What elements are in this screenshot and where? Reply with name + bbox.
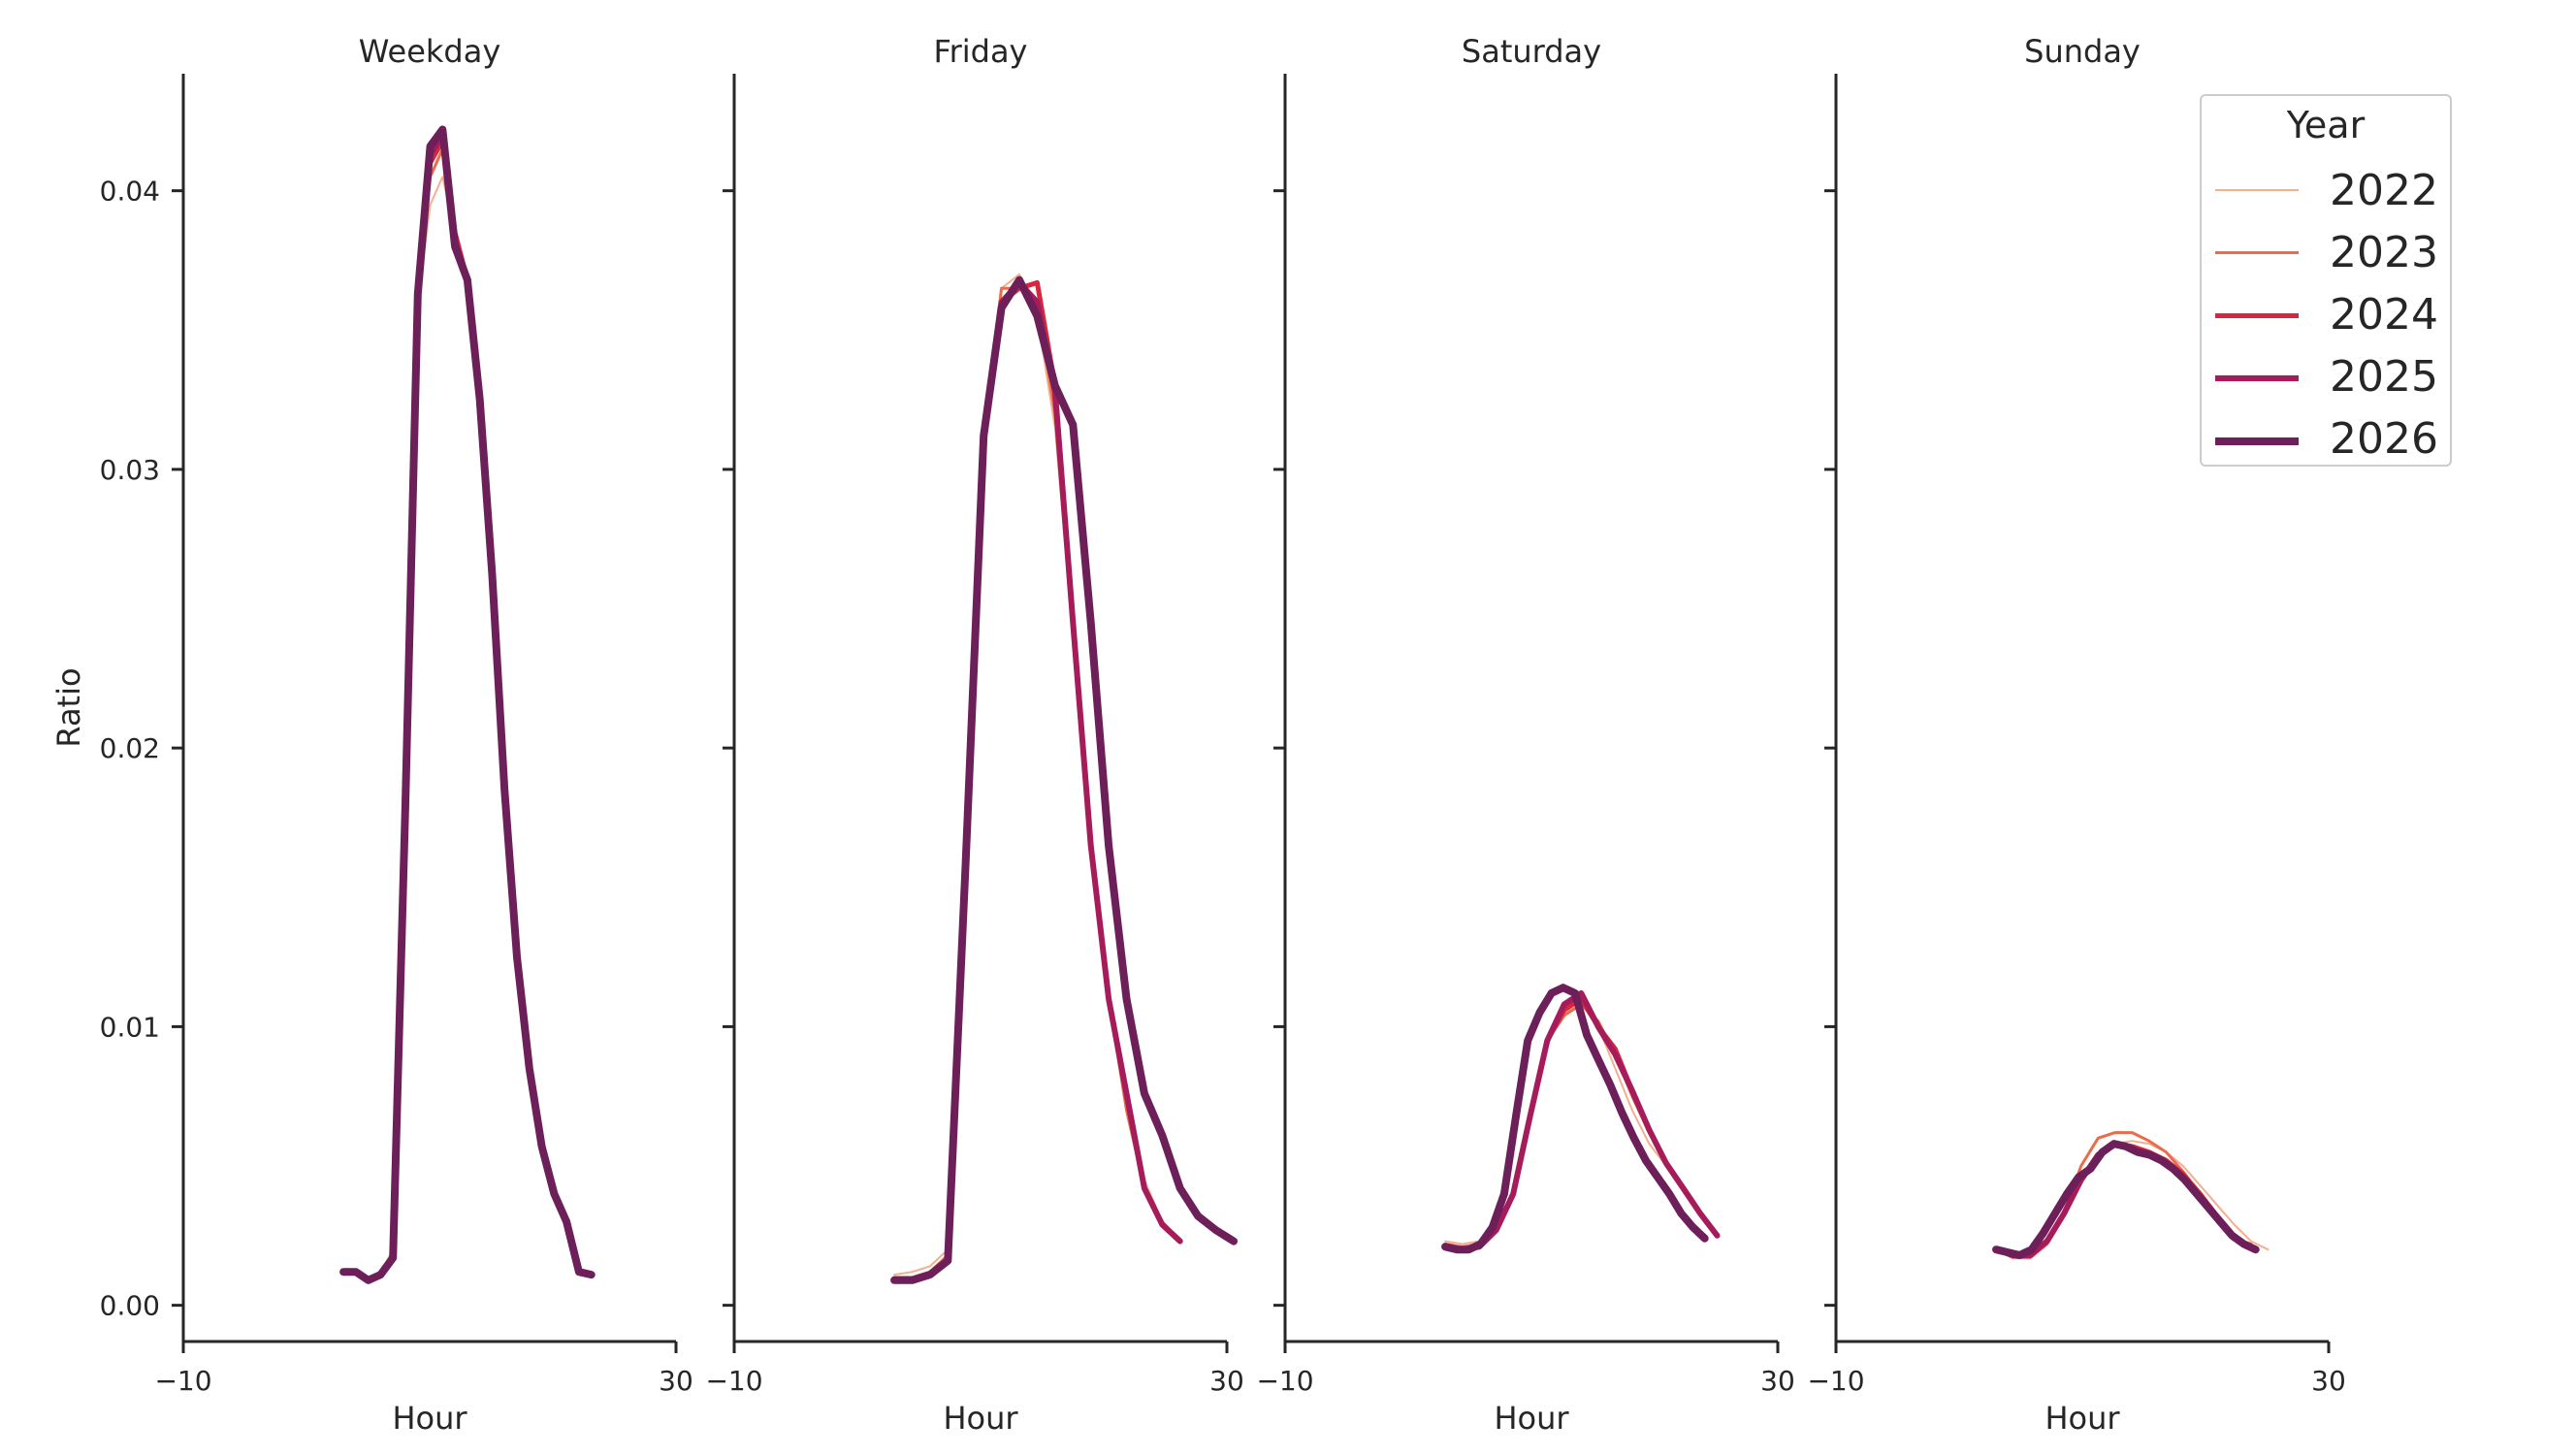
legend-label: 2026	[2330, 414, 2438, 464]
legend-swatch	[2215, 313, 2299, 318]
x-axis-label: Hour	[1494, 1400, 1569, 1437]
series-line-saturday-2026	[1441, 984, 1709, 1254]
x-tick-label: 30	[1760, 1365, 1795, 1397]
x-tick-label: −10	[705, 1365, 762, 1397]
legend-title: Year	[2286, 104, 2366, 146]
legend-item-2026: 2026	[2215, 410, 2448, 469]
panel-title-sunday: Sunday	[2024, 33, 2141, 70]
legend-label: 2023	[2330, 228, 2438, 277]
x-tick-label: 30	[659, 1365, 693, 1397]
x-axis-label: Hour	[943, 1400, 1018, 1437]
x-tick-label: 30	[2311, 1365, 2346, 1397]
series-line-weekday-2023	[341, 147, 594, 1282]
y-tick-label: 0.04	[100, 176, 160, 208]
series-line-sunday-2026	[1992, 1140, 2260, 1259]
series-line-friday-2023	[892, 286, 1182, 1279]
legend-item-2024: 2024	[2215, 286, 2448, 344]
series-line-friday-2024	[891, 279, 1183, 1283]
panel-title-weekday: Weekday	[359, 33, 501, 70]
y-tick-label: 0.00	[100, 1290, 160, 1322]
legend-label: 2025	[2330, 352, 2438, 402]
y-tick-label: 0.03	[100, 454, 160, 486]
legend-swatch	[2215, 437, 2299, 445]
legend-item-2022: 2022	[2215, 162, 2448, 220]
legend-label: 2022	[2330, 166, 2438, 215]
x-axis-label: Hour	[392, 1400, 467, 1437]
y-tick-label: 0.02	[100, 732, 160, 764]
panel-title-friday: Friday	[934, 33, 1028, 70]
x-tick-label: −10	[154, 1365, 211, 1397]
legend-swatch	[2215, 251, 2299, 254]
panel-title-saturday: Saturday	[1462, 33, 1601, 70]
series-line-friday-2025	[891, 279, 1183, 1283]
legend-item-2025: 2025	[2215, 348, 2448, 406]
series-line-friday-2022	[893, 273, 1181, 1277]
legend-label: 2024	[2330, 290, 2438, 340]
series-line-weekday-2022	[342, 176, 593, 1278]
x-axis-label: Hour	[2045, 1400, 2120, 1437]
legend: Year 2022 2023 2024 2025 2026	[2200, 94, 2452, 467]
x-tick-label: 30	[1209, 1365, 1244, 1397]
legend-swatch	[2215, 189, 2299, 191]
series-line-friday-2026	[890, 275, 1238, 1284]
y-axis-label: Ratio	[50, 667, 87, 747]
series-line-weekday-2026	[339, 125, 596, 1284]
x-tick-label: −10	[1807, 1365, 1864, 1397]
legend-item-2023: 2023	[2215, 224, 2448, 282]
y-tick-label: 0.01	[100, 1011, 160, 1043]
legend-swatch	[2215, 375, 2299, 381]
x-tick-label: −10	[1256, 1365, 1313, 1397]
